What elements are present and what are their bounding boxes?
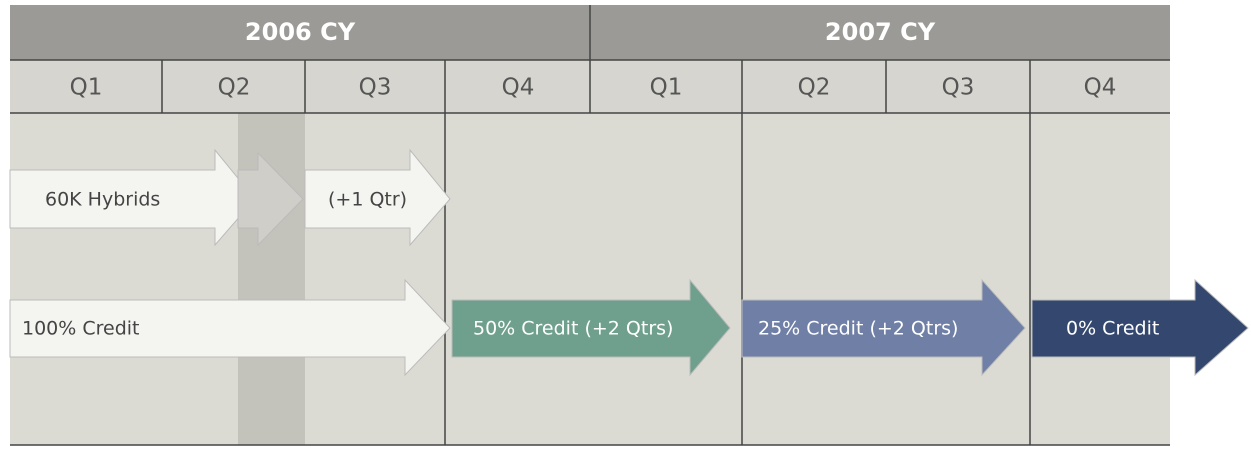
arrow [9, 148, 256, 247]
arrow [1031, 278, 1249, 377]
grid-lines [10, 5, 1170, 446]
arrow-label: 25% Credit (+2 Qtrs) [758, 318, 958, 340]
quarter-label: Q3 [942, 75, 975, 101]
arrow [304, 148, 451, 247]
arrow-label: 60K Hybrids [45, 189, 160, 211]
quarter-label: Q1 [650, 75, 683, 101]
quarter-label: Q3 [359, 75, 392, 101]
arrow-label: 50% Credit (+2 Qtrs) [473, 318, 673, 340]
arrow [741, 278, 1026, 377]
arrow-label: 0% Credit [1066, 318, 1159, 340]
quarter-label: Q2 [798, 75, 831, 101]
quarter-label: Q1 [70, 75, 103, 101]
year-label: 2007 CY [825, 18, 936, 46]
arrow [9, 278, 451, 377]
quarter-label: Q2 [218, 75, 251, 101]
arrow-label: 100% Credit [22, 318, 140, 340]
quarter-label: Q4 [502, 75, 535, 101]
arrow-label: (+1 Qtr) [328, 189, 407, 211]
arrow [237, 151, 304, 247]
year-label: 2006 CY [245, 18, 356, 46]
shaded-column [238, 113, 305, 445]
quarter-label: Q4 [1084, 75, 1117, 101]
arrow [451, 278, 731, 377]
